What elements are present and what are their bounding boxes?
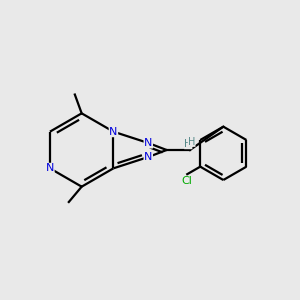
Text: N: N — [144, 138, 152, 148]
Text: N: N — [144, 152, 152, 162]
Text: Cl: Cl — [182, 176, 193, 187]
Text: H: H — [184, 139, 192, 149]
Text: N: N — [46, 163, 54, 173]
Text: N: N — [109, 127, 118, 137]
Text: H: H — [188, 137, 195, 147]
